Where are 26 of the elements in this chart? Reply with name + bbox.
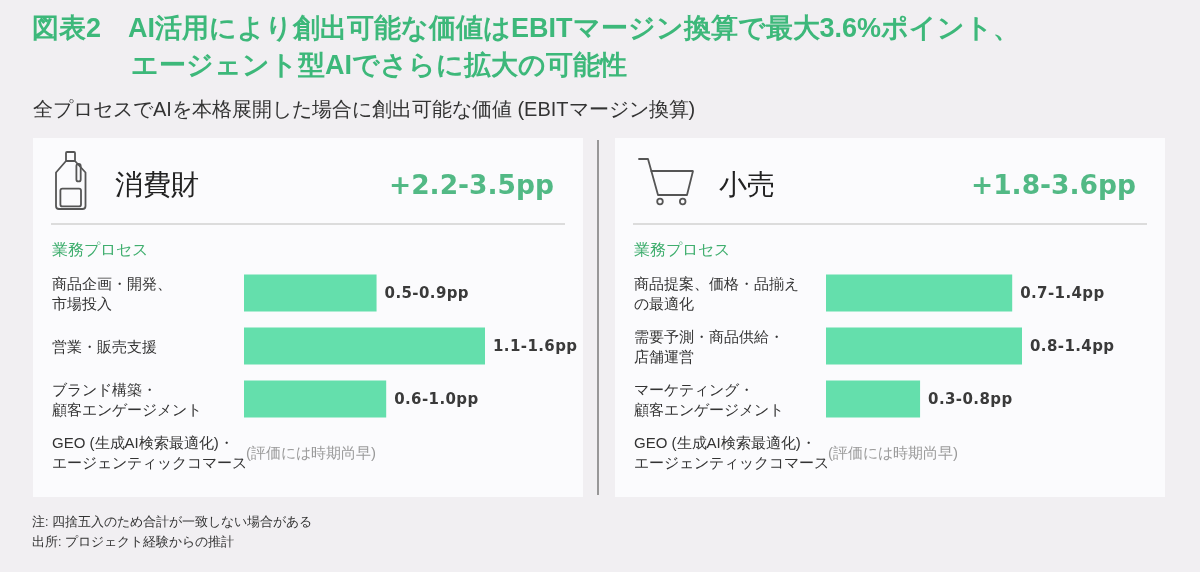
y-tick-label: 商品企画・開発、市場投入 bbox=[52, 274, 172, 312]
chart-subtitle: +1.8-3.6pp bbox=[970, 168, 1136, 200]
y-axis-title: 業務プロセス bbox=[634, 240, 730, 258]
annotation: 0.5-0.9pp bbox=[384, 284, 469, 302]
chart-title: 小売 bbox=[719, 168, 775, 200]
text: 全プロセスでAIを本格展開した場合に創出可能な価値 (EBITマージン換算) bbox=[33, 98, 696, 120]
y-tick-label: GEO (生成AI検索最適化)・エージェンティックコマース bbox=[52, 433, 247, 471]
y-tick-label: 需要予測・商品供給・店舗運営 bbox=[634, 327, 784, 365]
y-tick-label: ブランド構築・顧客エンゲージメント bbox=[52, 380, 202, 418]
annotation: (評価には時期尚早) bbox=[828, 443, 958, 461]
y-tick-label: 商品提案、価格・品揃えの最適化 bbox=[634, 274, 799, 312]
y-axis-title: 業務プロセス bbox=[52, 240, 148, 258]
chart-title: 消費財 bbox=[115, 168, 199, 200]
annotation: 0.3-0.8pp bbox=[928, 390, 1013, 408]
y-tick-label: GEO (生成AI検索最適化)・エージェンティックコマース bbox=[634, 433, 829, 471]
text: 0.8-1.4pp bbox=[1030, 337, 1115, 355]
text: 注: 四捨五入のため合計が一致しない場合がある bbox=[32, 515, 312, 529]
text: 出所: プロジェクト経験からの推計 bbox=[32, 534, 234, 549]
chart-subtitle: +2.2-3.5pp bbox=[388, 168, 554, 200]
annotation: 0.7-1.4pp bbox=[1020, 284, 1105, 302]
text: 図表2 AI活用により創出可能な価値はEBITマージン換算で最大3.6%ポイント、エージェント型AIでさらに拡大の可能性 bbox=[32, 13, 1021, 80]
annotation: 0.6-1.0pp bbox=[394, 390, 479, 408]
text: 1.1-1.6pp bbox=[493, 337, 578, 355]
annotation: (評価には時期尚早) bbox=[246, 443, 376, 461]
y-tick-label: マーケティング・顧客エンゲージメント bbox=[634, 380, 784, 418]
y-tick-label: 営業・販売支援 bbox=[52, 337, 157, 355]
